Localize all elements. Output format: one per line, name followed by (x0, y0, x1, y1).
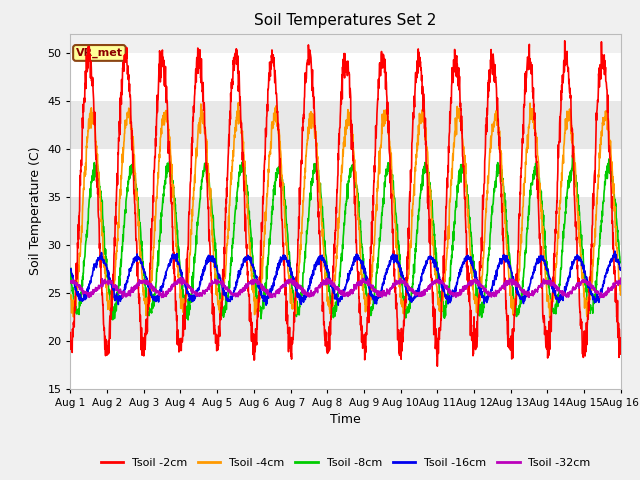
X-axis label: Time: Time (330, 413, 361, 426)
Tsoil -32cm (593, 290, 601, 296)
Tsoil -2cm (593, 107, 601, 112)
Tsoil -32cm (409, 287, 417, 292)
Tsoil -16cm (611, 248, 619, 254)
Tsoil -4cm (217, 315, 225, 321)
Legend: Tsoil -2cm, Tsoil -4cm, Tsoil -8cm, Tsoil -16cm, Tsoil -32cm: Tsoil -2cm, Tsoil -4cm, Tsoil -8cm, Tsoi… (96, 453, 595, 472)
Tsoil -32cm (119, 295, 127, 300)
Tsoil -16cm (351, 258, 359, 264)
Tsoil -32cm (177, 275, 184, 280)
Tsoil -16cm (169, 253, 177, 259)
Tsoil -2cm (169, 247, 177, 253)
Line: Tsoil -4cm: Tsoil -4cm (70, 103, 621, 318)
Tsoil -4cm (617, 286, 625, 292)
Tsoil -16cm (509, 275, 517, 280)
Tsoil -8cm (617, 260, 625, 265)
Tsoil -4cm (409, 204, 417, 210)
Tsoil -16cm (617, 267, 625, 273)
Bar (70, 149, 621, 197)
Tsoil -2cm (561, 38, 568, 44)
Tsoil -8cm (351, 173, 359, 179)
Text: VR_met: VR_met (76, 48, 123, 58)
Tsoil -2cm (509, 332, 517, 337)
Tsoil -2cm (217, 316, 225, 322)
Tsoil -32cm (351, 284, 359, 290)
Tsoil -32cm (509, 277, 517, 283)
Tsoil -8cm (569, 152, 577, 158)
Line: Tsoil -8cm: Tsoil -8cm (70, 155, 621, 320)
Bar (70, 101, 621, 149)
Bar (70, 197, 621, 245)
Y-axis label: Soil Temperature (C): Soil Temperature (C) (29, 147, 42, 276)
Tsoil -4cm (234, 100, 242, 106)
Tsoil -2cm (433, 363, 441, 369)
Tsoil -4cm (67, 295, 74, 300)
Bar (70, 341, 621, 389)
Tsoil -16cm (67, 267, 74, 273)
Tsoil -8cm (184, 317, 192, 323)
Tsoil -8cm (67, 273, 74, 278)
Tsoil -4cm (169, 184, 177, 190)
Line: Tsoil -32cm: Tsoil -32cm (70, 277, 621, 298)
Tsoil -8cm (169, 178, 177, 183)
Bar (70, 53, 621, 101)
Tsoil -8cm (593, 273, 601, 278)
Tsoil -2cm (408, 139, 416, 144)
Tsoil -16cm (262, 302, 270, 308)
Tsoil -8cm (408, 290, 416, 296)
Tsoil -32cm (169, 284, 177, 289)
Tsoil -2cm (617, 335, 625, 341)
Title: Soil Temperatures Set 2: Soil Temperatures Set 2 (255, 13, 436, 28)
Tsoil -16cm (217, 275, 225, 281)
Bar (70, 293, 621, 341)
Tsoil -32cm (67, 280, 74, 286)
Line: Tsoil -16cm: Tsoil -16cm (70, 251, 621, 305)
Tsoil -16cm (593, 291, 601, 297)
Tsoil -2cm (351, 193, 358, 199)
Tsoil -32cm (217, 281, 225, 287)
Tsoil -4cm (509, 312, 517, 318)
Tsoil -2cm (67, 330, 74, 336)
Line: Tsoil -2cm: Tsoil -2cm (70, 41, 621, 366)
Tsoil -4cm (593, 201, 601, 206)
Tsoil -8cm (509, 285, 517, 291)
Tsoil -4cm (217, 301, 225, 307)
Tsoil -8cm (217, 300, 225, 306)
Tsoil -32cm (617, 276, 625, 281)
Bar (70, 245, 621, 293)
Tsoil -16cm (408, 296, 416, 302)
Tsoil -4cm (351, 178, 359, 184)
